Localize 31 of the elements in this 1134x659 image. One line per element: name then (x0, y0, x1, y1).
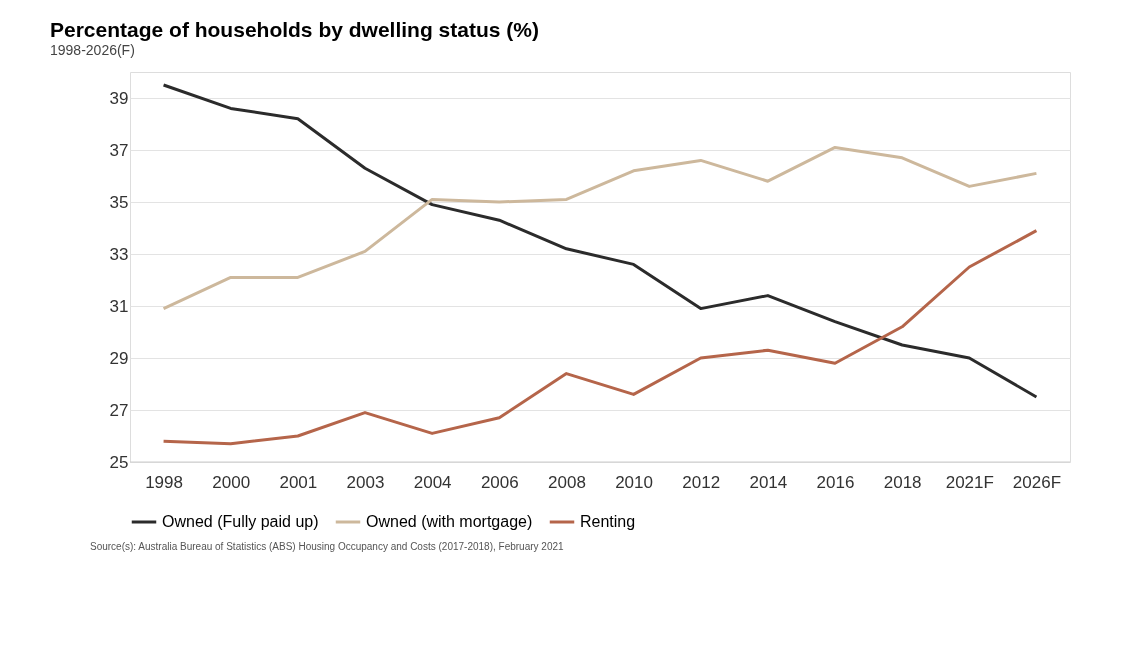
legend-label: Owned (Fully paid up) (162, 513, 319, 530)
y-tick-label: 27 (109, 400, 129, 420)
x-tick-label: 2014 (749, 472, 788, 492)
x-tick-label: 2001 (279, 472, 318, 492)
x-tick-label: 2026F (1012, 472, 1062, 492)
y-tick-label: 31 (109, 296, 129, 316)
chart-subtitle: 1998-2026(F) (50, 42, 135, 58)
y-tick-label: 25 (109, 452, 129, 472)
line-series (162, 229, 1038, 446)
chart-title: Percentage of households by dwelling status (%) (50, 18, 539, 41)
x-tick-label: 2010 (615, 472, 653, 492)
x-tick-label: 2012 (682, 472, 721, 492)
y-tick-label: 33 (109, 244, 129, 264)
x-tick-label: 2004 (413, 472, 452, 492)
x-tick-label: 2006 (480, 472, 519, 492)
legend-label: Owned (with mortgage) (366, 513, 533, 530)
x-tick-label: 2018 (883, 472, 922, 492)
x-tick-label: 2016 (816, 472, 855, 492)
y-tick-label: 29 (109, 348, 129, 368)
x-tick-label: 1998 (145, 472, 183, 492)
line-series (162, 145, 1038, 311)
line-series (162, 83, 1038, 399)
legend-label: Renting (580, 513, 636, 530)
x-tick-label: 2003 (346, 472, 385, 492)
source-note: Source(s): Australia Bureau of Statistics (ABS) Housing Occupancy and Costs (2017-2018), February 2021 (90, 541, 564, 552)
y-tick-label: 39 (109, 88, 129, 108)
y-tick-label: 35 (109, 192, 129, 212)
x-tick-label: 2021F (945, 472, 994, 492)
x-tick-label: 2008 (548, 472, 586, 492)
y-tick-label: 37 (109, 140, 129, 160)
x-tick-label: 2000 (212, 472, 251, 492)
